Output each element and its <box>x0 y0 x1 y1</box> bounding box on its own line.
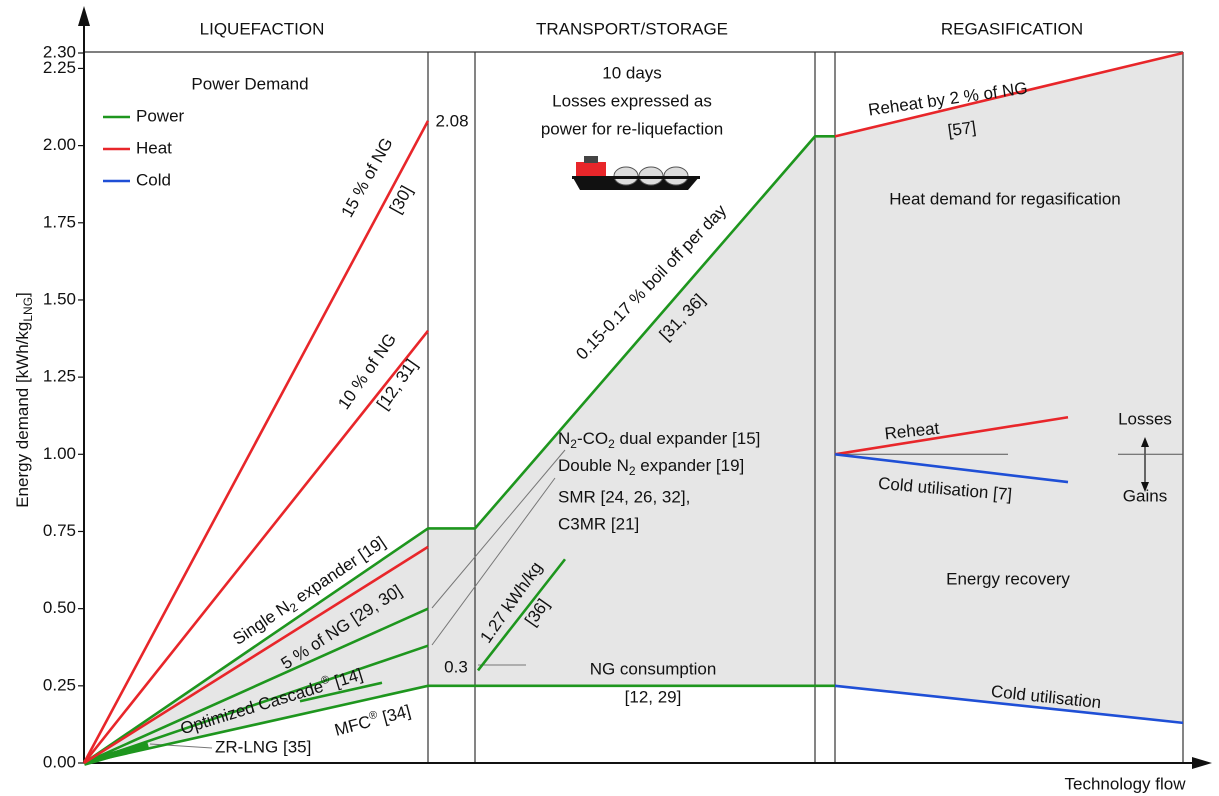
text-part: expander [19] <box>636 456 745 475</box>
y-tick-label: 0.25 <box>43 675 76 694</box>
arrow-head <box>1141 437 1149 447</box>
superscript: ® <box>368 709 379 723</box>
section-title: REGASIFICATION <box>941 19 1083 38</box>
series-line <box>83 684 835 765</box>
subscript: LNG <box>21 297 35 322</box>
series-line <box>82 120 430 764</box>
series-line <box>834 684 1184 725</box>
text-part: dual expander [15] <box>615 429 761 448</box>
series-line <box>476 558 567 672</box>
subscript: 2 <box>608 437 615 451</box>
ship-deck <box>572 176 700 179</box>
annotation: Energy recovery <box>946 569 1070 588</box>
data-label: 2.08 <box>435 111 468 130</box>
text-part: Energy demand [kWh/kg <box>13 322 32 508</box>
annotation: Gains <box>1123 486 1167 505</box>
x-axis-arrow <box>1192 757 1212 769</box>
series-line <box>299 681 383 703</box>
legend-label: Power <box>136 106 185 125</box>
text-part: [34] <box>376 702 413 729</box>
y-tick-label: 1.50 <box>43 289 76 308</box>
y-tick-label: 2.25 <box>43 58 76 77</box>
text-part: MFC <box>333 712 373 740</box>
frame <box>78 6 1212 769</box>
annotation: ZR-LNG [35] <box>215 737 311 756</box>
annotation: Heat demand for regasification <box>889 189 1121 208</box>
text-part: Double N <box>558 456 629 475</box>
y-axis-arrow <box>78 6 90 26</box>
arrow-head <box>1141 482 1149 492</box>
subscript: 2 <box>570 437 577 451</box>
annotation: N2-CO2 dual expander [15] <box>558 429 760 451</box>
data-label: 0.3 <box>444 657 468 676</box>
annotation: [12, 29] <box>625 687 682 706</box>
annotation: Losses <box>1118 409 1172 428</box>
text-part: -CO <box>577 429 608 448</box>
subscript: 2 <box>629 464 636 478</box>
section-title: TRANSPORT/STORAGE <box>536 19 728 38</box>
section-title: LIQUEFACTION <box>200 19 325 38</box>
text-part: ] <box>13 292 32 297</box>
annotation: Losses expressed as <box>552 91 712 110</box>
annotation: SMR [24, 26, 32], <box>558 487 690 506</box>
shaded-area <box>84 53 1183 763</box>
annotation: MFC® [34] <box>332 700 413 740</box>
annotation: NG consumption <box>590 659 717 678</box>
y-tick-label: 0.75 <box>43 521 76 540</box>
y-tick-label: 1.75 <box>43 212 76 231</box>
ship-bridge <box>576 162 606 176</box>
series-line <box>83 545 429 765</box>
ship-cabin <box>584 156 598 163</box>
y-axis-label: Energy demand [kWh/kgLNG] <box>13 292 35 508</box>
series-line <box>834 51 1184 138</box>
series-line <box>82 330 430 764</box>
y-tick-label: 1.00 <box>43 444 76 463</box>
x-axis-label: Technology flow <box>1065 774 1187 793</box>
series-line <box>83 607 429 765</box>
annotation: power for re-liquefaction <box>541 119 723 138</box>
leader-line <box>431 449 566 609</box>
annotation: [57] <box>946 118 977 141</box>
annotation: Power Demand <box>191 74 308 93</box>
series-line <box>834 453 1069 484</box>
legend-label: Cold <box>136 170 171 189</box>
text-part: N <box>558 429 570 448</box>
series-line <box>83 135 835 765</box>
y-tick-label: 1.25 <box>43 367 76 386</box>
series-line <box>83 741 149 766</box>
series-line <box>834 415 1069 456</box>
annotation: 10 days <box>602 63 662 82</box>
annotation: [30] <box>386 183 416 217</box>
annotation: Double N2 expander [19] <box>558 456 744 478</box>
leader-line <box>431 477 556 646</box>
superscript: ® <box>320 673 331 687</box>
y-tick-label: 2.30 <box>43 42 76 61</box>
y-tick-label: 0.00 <box>43 752 76 771</box>
annotation: C3MR [21] <box>558 514 639 533</box>
y-tick-label: 0.50 <box>43 598 76 617</box>
legend-label: Heat <box>136 138 172 157</box>
y-tick-label: 2.00 <box>43 135 76 154</box>
ship-icon <box>572 156 700 190</box>
